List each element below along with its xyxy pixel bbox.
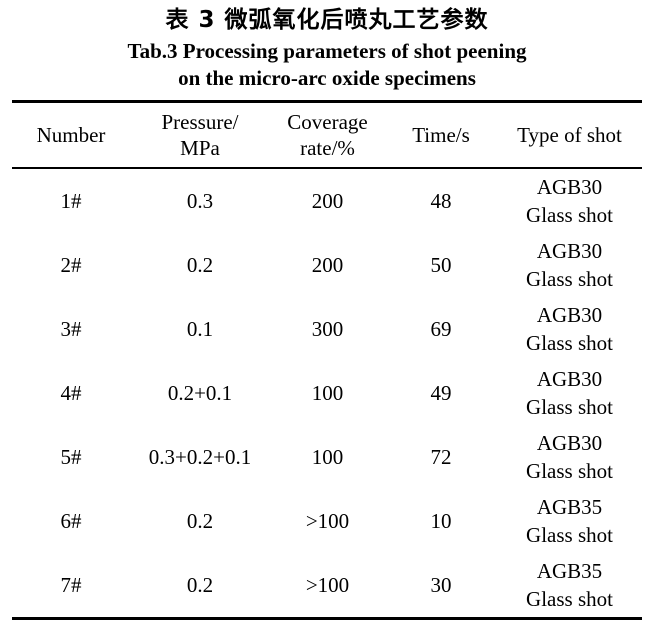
cell-time: 30: [430, 572, 452, 597]
table-body: 1# 0.3 200 48 AGB30 Glass shot 2# 0.2 200 50 AGB3…: [12, 168, 642, 619]
column-header-type: Type of shot: [517, 122, 622, 147]
cell-type: AGB30 Glass shot: [526, 430, 613, 484]
cell-number: 4#: [60, 380, 82, 405]
column-header-number: Number: [36, 122, 106, 147]
cell-coverage: >100: [305, 572, 350, 597]
cell-time: 10: [430, 508, 452, 533]
cell-type: AGB30 Glass shot: [526, 174, 613, 228]
table-row: 4# 0.2+0.1 100 49 AGB30 Glass shot: [12, 361, 642, 425]
cell-type: AGB35 Glass shot: [526, 494, 613, 548]
table-header-row: Number Pressure/ MPa Coverage rate/% Time/s…: [12, 102, 642, 169]
cell-number: 3#: [60, 316, 82, 341]
cell-time: 50: [430, 252, 452, 277]
table-row: 2# 0.2 200 50 AGB30 Glass shot: [12, 233, 642, 297]
table-title-english: Tab.3 Processing parameters of shot peen…: [0, 38, 654, 93]
column-header-coverage: Coverage rate/%: [287, 109, 368, 161]
cell-time: 48: [430, 188, 452, 213]
cell-coverage: 100: [311, 380, 344, 405]
cell-type: AGB30 Glass shot: [526, 366, 613, 420]
cell-pressure: 0.2+0.1: [167, 380, 233, 405]
cell-pressure: 0.3: [186, 188, 214, 213]
cell-number: 1#: [60, 188, 82, 213]
table-row: 1# 0.3 200 48 AGB30 Glass shot: [12, 168, 642, 233]
cell-coverage: 300: [311, 316, 344, 341]
cell-number: 6#: [60, 508, 82, 533]
table-title-english-line1: Tab.3 Processing parameters of shot peen…: [127, 38, 527, 63]
cell-coverage: 200: [311, 188, 344, 213]
table-row: 3# 0.1 300 69 AGB30 Glass shot: [12, 297, 642, 361]
cell-time: 49: [430, 380, 452, 405]
column-header-pressure: Pressure/ MPa: [161, 109, 239, 161]
cell-type: AGB30 Glass shot: [526, 238, 613, 292]
table-row: 5# 0.3+0.2+0.1 100 72 AGB30 Glass shot: [12, 425, 642, 489]
cell-coverage: 100: [311, 444, 344, 469]
cell-number: 2#: [60, 252, 82, 277]
cell-number: 5#: [60, 444, 82, 469]
table-header: Number Pressure/ MPa Coverage rate/% Time/s…: [12, 102, 642, 169]
cell-coverage: >100: [305, 508, 350, 533]
cell-pressure: 0.3+0.2+0.1: [148, 444, 252, 469]
cell-type: AGB35 Glass shot: [526, 558, 613, 612]
table-row: 6# 0.2 >100 10 AGB35 Glass shot: [12, 489, 642, 553]
table-row: 7# 0.2 >100 30 AGB35 Glass shot: [12, 553, 642, 619]
cell-number: 7#: [60, 572, 82, 597]
cell-time: 72: [430, 444, 452, 469]
cell-pressure: 0.2: [186, 508, 214, 533]
cell-pressure: 0.2: [186, 572, 214, 597]
cell-pressure: 0.1: [186, 316, 214, 341]
table-title-chinese: 表 3 微弧氧化后喷丸工艺参数: [165, 7, 489, 33]
cell-pressure: 0.2: [186, 252, 214, 277]
table-title-english-line2: on the micro-arc oxide specimens: [178, 66, 476, 91]
cell-coverage: 200: [311, 252, 344, 277]
column-header-time: Time/s: [412, 122, 470, 147]
parameters-table: Number Pressure/ MPa Coverage rate/% Time/s…: [12, 100, 642, 621]
cell-time: 69: [430, 316, 452, 341]
cell-type: AGB30 Glass shot: [526, 302, 613, 356]
